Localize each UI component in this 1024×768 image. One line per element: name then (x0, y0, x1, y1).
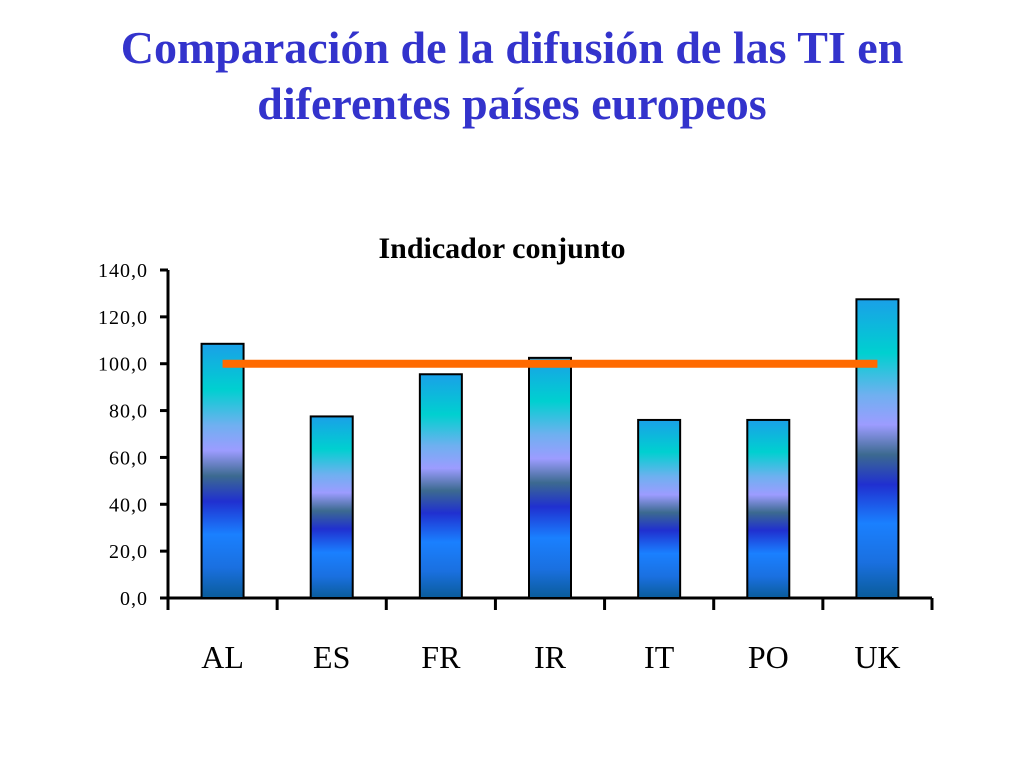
x-category-label: IT (644, 639, 675, 675)
y-tick-label: 20,0 (109, 541, 148, 563)
bar-ir (528, 356, 572, 599)
x-category-label: PO (748, 639, 789, 675)
bar-es (309, 415, 354, 599)
x-category-label: AL (201, 639, 244, 675)
y-tick-label: 100,0 (98, 354, 148, 376)
bar-uk (855, 298, 900, 599)
bar-fr (418, 373, 463, 599)
y-tick-label: 80,0 (109, 401, 148, 423)
y-tick-label: 120,0 (98, 307, 148, 329)
x-category-label: FR (421, 639, 461, 675)
bar-po (746, 418, 791, 600)
chart-title: Indicador conjunto (378, 232, 625, 265)
slide-title-line-2: diferentes países europeos (257, 78, 767, 129)
y-tick-label: 40,0 (109, 494, 148, 516)
y-tick-label: 140,0 (98, 260, 148, 282)
x-category-label: UK (854, 639, 900, 675)
x-category-label: IR (534, 639, 567, 675)
slide-title-line-1: Comparación de la difusión de las TI en (120, 22, 904, 73)
bar-al (200, 342, 245, 599)
bar-it (637, 418, 682, 600)
slide-title: Comparación de la difusión de las TI en … (0, 20, 1024, 132)
y-tick-label: 60,0 (109, 447, 148, 469)
x-category-label: ES (313, 639, 350, 675)
y-tick-label: 0,0 (120, 588, 148, 610)
